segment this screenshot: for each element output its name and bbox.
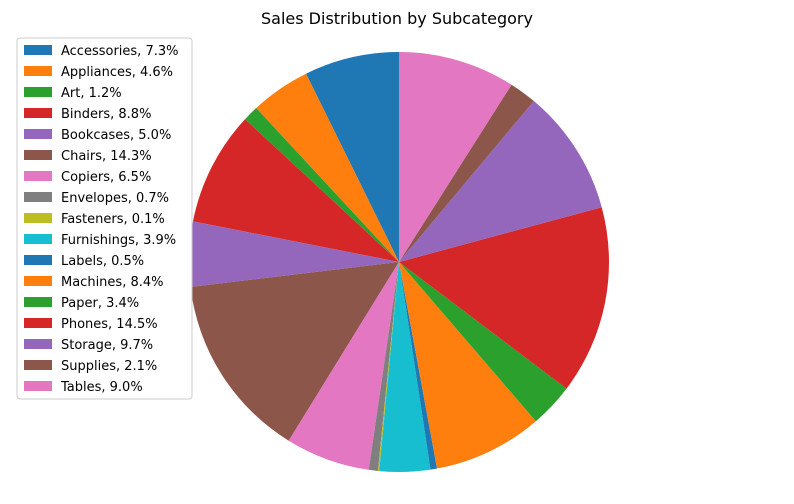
pie-slice-labels — [399, 262, 438, 470]
legend-label-furnishings: Furnishings, 3.9% — [61, 233, 176, 248]
legend-label-copiers: Copiers, 6.5% — [61, 170, 151, 185]
legend-label-art: Art, 1.2% — [61, 86, 122, 101]
pie-slice-copiers — [288, 262, 399, 470]
legend-label-phones: Phones, 14.5% — [61, 317, 158, 332]
legend-label-machines: Machines, 8.4% — [61, 275, 163, 290]
pie-slice-accessories — [306, 52, 399, 262]
pie-slice-fasteners — [377, 262, 399, 472]
pie-slice-chairs — [190, 262, 399, 441]
legend-label-accessories: Accessories, 7.3% — [61, 44, 178, 59]
legend-label-chairs: Chairs, 14.3% — [61, 149, 152, 164]
legend-swatch-storage — [24, 339, 52, 349]
legend-swatch-binders — [24, 108, 52, 118]
legend-swatch-art — [24, 87, 52, 97]
pie-slice-storage — [399, 101, 602, 262]
pie-slice-envelopes — [368, 262, 399, 471]
pie-slice-tables — [399, 52, 512, 262]
legend-label-fasteners: Fasteners, 0.1% — [61, 212, 165, 227]
legend-swatch-tables — [24, 381, 52, 391]
legend-items: Accessories, 7.3% Appliances, 4.6% Art, 1.… — [24, 44, 178, 395]
legend-swatch-envelopes — [24, 192, 52, 202]
legend: Accessories, 7.3% Appliances, 4.6% Art, 1.… — [16, 37, 193, 400]
legend-label-storage: Storage, 9.7% — [61, 338, 153, 353]
legend-swatch-accessories — [24, 45, 52, 55]
pie-slice-machines — [399, 262, 536, 469]
legend-swatch-paper — [24, 297, 52, 307]
pie-slice-art — [245, 108, 399, 263]
pie-slice-appliances — [256, 73, 399, 263]
legend-swatch-appliances — [24, 66, 52, 76]
pie-slice-binders — [192, 119, 399, 263]
legend-label-appliances: Appliances, 4.6% — [61, 65, 173, 80]
legend-label-binders: Binders, 8.8% — [61, 107, 151, 122]
legend-swatch-chairs — [24, 150, 52, 160]
legend-label-supplies: Supplies, 2.1% — [61, 359, 157, 374]
chart-title: Sales Distribution by Subcategory — [261, 9, 533, 28]
legend-swatch-bookcases — [24, 129, 52, 139]
legend-swatch-fasteners — [24, 213, 52, 223]
pie-slice-phones — [399, 207, 610, 389]
legend-swatch-machines — [24, 276, 52, 286]
pie-slice-furnishings — [379, 262, 431, 473]
legend-swatch-phones — [24, 318, 52, 328]
pie-slice-bookcases — [188, 221, 399, 288]
legend-swatch-furnishings — [24, 234, 52, 244]
legend-label-labels: Labels, 0.5% — [61, 254, 144, 269]
legend-swatch-labels — [24, 255, 52, 265]
pie-slices — [188, 52, 610, 473]
legend-label-tables: Tables, 9.0% — [60, 380, 143, 395]
legend-label-paper: Paper, 3.4% — [61, 296, 139, 311]
pie-slice-paper — [399, 262, 567, 422]
pie-slice-supplies — [399, 84, 534, 262]
legend-swatch-supplies — [24, 360, 52, 370]
legend-label-bookcases: Bookcases, 5.0% — [61, 128, 171, 143]
legend-frame — [16, 37, 193, 400]
legend-swatch-copiers — [24, 171, 52, 181]
legend-label-envelopes: Envelopes, 0.7% — [61, 191, 169, 206]
